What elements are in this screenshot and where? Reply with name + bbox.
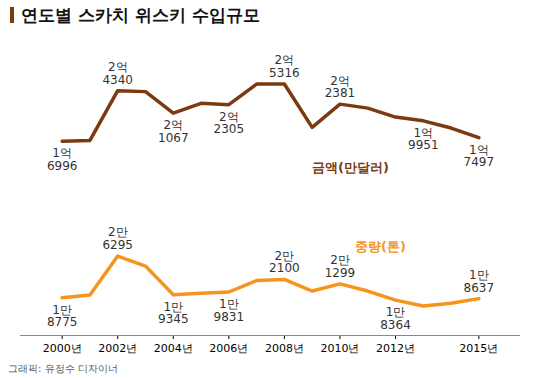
svg-text:2억4340: 2억4340	[102, 60, 133, 87]
svg-text:1만8637: 1만8637	[464, 268, 495, 295]
svg-text:2002년: 2002년	[98, 342, 137, 355]
svg-text:2억2381: 2억2381	[325, 74, 356, 101]
svg-text:2억2305: 2억2305	[214, 110, 245, 137]
svg-text:1만8775: 1만8775	[47, 303, 78, 330]
svg-text:1만9345: 1만9345	[158, 300, 189, 327]
svg-text:2010년: 2010년	[320, 342, 359, 355]
svg-text:1억9951: 1억9951	[408, 126, 439, 153]
svg-text:금액(만달러): 금액(만달러)	[312, 160, 389, 175]
html-text:그래픽: 유정수 디자이너: 그래픽: 유정수 디자이너	[8, 363, 118, 374]
svg-text:2억1067: 2억1067	[158, 118, 189, 145]
svg-text:1만8364: 1만8364	[380, 305, 411, 332]
svg-text:1억6996: 1억6996	[47, 146, 78, 173]
svg-text:2000년: 2000년	[43, 342, 82, 355]
svg-text:중량(톤): 중량(톤)	[355, 239, 406, 254]
svg-text:1만9831: 1만9831	[214, 297, 245, 324]
svg-text:2012년: 2012년	[376, 342, 415, 355]
svg-text:2만6295: 2만6295	[102, 225, 133, 252]
svg-text:2015년: 2015년	[459, 342, 498, 355]
svg-text:2억5316: 2억5316	[269, 53, 300, 80]
svg-text:2만2100: 2만2100	[269, 249, 300, 276]
svg-text:2만1299: 2만1299	[325, 253, 356, 280]
svg-text:2006년: 2006년	[209, 342, 248, 355]
html-text:연도별 스카치 위스키 수입규모: 연도별 스카치 위스키 수입규모	[21, 5, 260, 25]
svg-text:2008년: 2008년	[265, 342, 304, 355]
svg-text:1억7497: 1억7497	[464, 143, 495, 170]
svg-text:2004년: 2004년	[154, 342, 193, 355]
